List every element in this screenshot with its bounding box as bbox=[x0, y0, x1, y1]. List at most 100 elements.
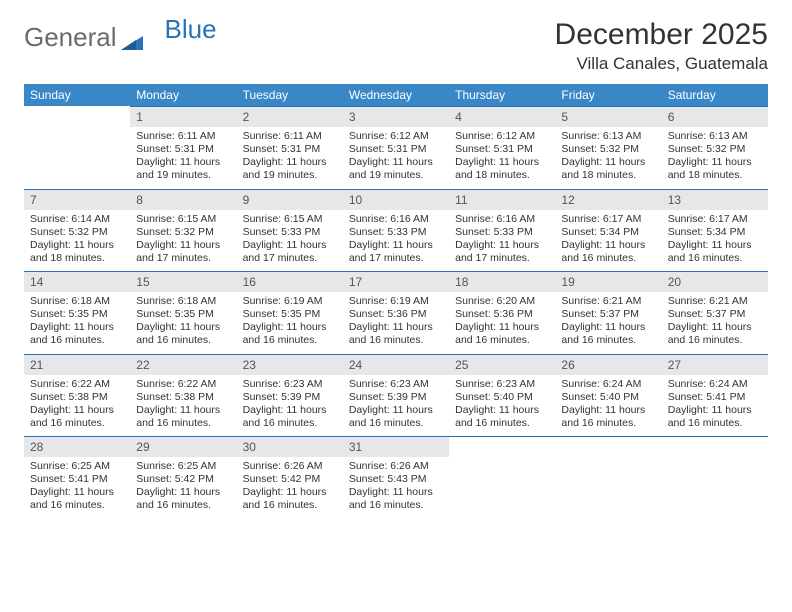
calendar-day-cell: 8Sunrise: 6:15 AMSunset: 5:32 PMDaylight… bbox=[130, 189, 236, 272]
calendar-day-cell: 18Sunrise: 6:20 AMSunset: 5:36 PMDayligh… bbox=[449, 271, 555, 354]
calendar-day-cell: 27 Sunrise: 6:24 AMSunset: 5:41 PMDayligh… bbox=[662, 354, 768, 437]
sunset-line: Sunset: 5:32 PM bbox=[561, 143, 655, 156]
sunset-line: Sunset: 5:32 PM bbox=[668, 143, 762, 156]
daylight-line: Daylight: 11 hours and 16 minutes. bbox=[668, 404, 762, 430]
daylight-line: Daylight: 11 hours and 16 minutes. bbox=[668, 239, 762, 265]
calendar-day-cell: 16Sunrise: 6:19 AMSunset: 5:35 PMDayligh… bbox=[237, 271, 343, 354]
sunrise-line: Sunrise: 6:21 AM bbox=[668, 295, 762, 308]
day-details: Sunrise: 6:14 AMSunset: 5:32 PMDaylight:… bbox=[24, 210, 130, 272]
day-number: 8 bbox=[130, 190, 236, 210]
calendar-day-cell: 17Sunrise: 6:19 AMSunset: 5:36 PMDayligh… bbox=[343, 271, 449, 354]
day-number: 27 bbox=[662, 355, 768, 375]
sunset-line: Sunset: 5:31 PM bbox=[349, 143, 443, 156]
sunset-line: Sunset: 5:33 PM bbox=[455, 226, 549, 239]
sunset-line: Sunset: 5:37 PM bbox=[561, 308, 655, 321]
daylight-line: Daylight: 11 hours and 16 minutes. bbox=[136, 486, 230, 512]
sunrise-line: Sunrise: 6:23 AM bbox=[349, 378, 443, 391]
calendar-week-row: 28Sunrise: 6:25 AMSunset: 5:41 PMDayligh… bbox=[24, 436, 768, 519]
day-number: 13 bbox=[662, 190, 768, 210]
day-details: Sunrise: 6:15 AMSunset: 5:32 PMDaylight:… bbox=[130, 210, 236, 272]
calendar-day-cell: 7Sunrise: 6:14 AMSunset: 5:32 PMDaylight… bbox=[24, 189, 130, 272]
calendar-day-cell: 22Sunrise: 6:22 AMSunset: 5:38 PMDayligh… bbox=[130, 354, 236, 437]
sunset-line: Sunset: 5:33 PM bbox=[349, 226, 443, 239]
day-number: 10 bbox=[343, 190, 449, 210]
day-number: 24 bbox=[343, 355, 449, 375]
daylight-line: Daylight: 11 hours and 16 minutes. bbox=[243, 404, 337, 430]
daylight-line: Daylight: 11 hours and 19 minutes. bbox=[136, 156, 230, 182]
calendar-week-row: 21Sunrise: 6:22 AMSunset: 5:38 PMDayligh… bbox=[24, 354, 768, 437]
day-number: 11 bbox=[449, 190, 555, 210]
day-header: Monday bbox=[130, 84, 236, 106]
day-details bbox=[24, 126, 130, 180]
sunrise-line: Sunrise: 6:22 AM bbox=[136, 378, 230, 391]
logo: General Blue bbox=[24, 22, 199, 53]
calendar-header-row: SundayMondayTuesdayWednesdayThursdayFrid… bbox=[24, 84, 768, 106]
sunset-line: Sunset: 5:34 PM bbox=[668, 226, 762, 239]
calendar-day-cell: 26Sunrise: 6:24 AMSunset: 5:40 PMDayligh… bbox=[555, 354, 661, 437]
day-number: 25 bbox=[449, 355, 555, 375]
sunset-line: Sunset: 5:40 PM bbox=[455, 391, 549, 404]
calendar-week-row: 14Sunrise: 6:18 AMSunset: 5:35 PMDayligh… bbox=[24, 271, 768, 354]
day-details: Sunrise: 6:13 AMSunset: 5:32 PMDaylight:… bbox=[662, 127, 768, 189]
day-number bbox=[555, 437, 661, 457]
day-details: Sunrise: 6:16 AMSunset: 5:33 PMDaylight:… bbox=[449, 210, 555, 272]
day-details: Sunrise: 6:26 AMSunset: 5:43 PMDaylight:… bbox=[343, 457, 449, 519]
daylight-line: Daylight: 11 hours and 17 minutes. bbox=[455, 239, 549, 265]
daylight-line: Daylight: 11 hours and 16 minutes. bbox=[561, 239, 655, 265]
day-details: Sunrise: 6:25 AMSunset: 5:41 PMDaylight:… bbox=[24, 457, 130, 519]
day-header: Friday bbox=[555, 84, 661, 106]
daylight-line: Daylight: 11 hours and 19 minutes. bbox=[349, 156, 443, 182]
calendar-day-cell bbox=[555, 436, 661, 519]
sunset-line: Sunset: 5:41 PM bbox=[668, 391, 762, 404]
sunset-line: Sunset: 5:31 PM bbox=[243, 143, 337, 156]
day-number: 9 bbox=[237, 190, 343, 210]
day-number: 4 bbox=[449, 107, 555, 127]
sunrise-line: Sunrise: 6:24 AM bbox=[668, 378, 762, 391]
day-number: 3 bbox=[343, 107, 449, 127]
sunrise-line: Sunrise: 6:17 AM bbox=[668, 213, 762, 226]
sunrise-line: Sunrise: 6:16 AM bbox=[349, 213, 443, 226]
calendar-day-cell: 30Sunrise: 6:26 AMSunset: 5:42 PMDayligh… bbox=[237, 436, 343, 519]
sunrise-line: Sunrise: 6:18 AM bbox=[136, 295, 230, 308]
day-number: 23 bbox=[237, 355, 343, 375]
daylight-line: Daylight: 11 hours and 16 minutes. bbox=[136, 404, 230, 430]
day-details: Sunrise: 6:12 AMSunset: 5:31 PMDaylight:… bbox=[343, 127, 449, 189]
calendar-day-cell bbox=[24, 106, 130, 189]
daylight-line: Daylight: 11 hours and 16 minutes. bbox=[561, 321, 655, 347]
calendar-day-cell: 6Sunrise: 6:13 AMSunset: 5:32 PMDaylight… bbox=[662, 106, 768, 189]
sunset-line: Sunset: 5:31 PM bbox=[136, 143, 230, 156]
calendar-day-cell: 9Sunrise: 6:15 AMSunset: 5:33 PMDaylight… bbox=[237, 189, 343, 272]
sunrise-line: Sunrise: 6:19 AM bbox=[243, 295, 337, 308]
calendar-week-row: 1Sunrise: 6:11 AMSunset: 5:31 PMDaylight… bbox=[24, 106, 768, 189]
sunrise-line: Sunrise: 6:23 AM bbox=[455, 378, 549, 391]
sunrise-line: Sunrise: 6:15 AM bbox=[136, 213, 230, 226]
calendar-day-cell: 24Sunrise: 6:23 AMSunset: 5:39 PMDayligh… bbox=[343, 354, 449, 437]
day-details: Sunrise: 6:17 AMSunset: 5:34 PMDaylight:… bbox=[662, 210, 768, 272]
sunset-line: Sunset: 5:42 PM bbox=[243, 473, 337, 486]
day-details: Sunrise: 6:23 AMSunset: 5:39 PMDaylight:… bbox=[237, 375, 343, 437]
day-header: Tuesday bbox=[237, 84, 343, 106]
day-details: Sunrise: 6:16 AMSunset: 5:33 PMDaylight:… bbox=[343, 210, 449, 272]
day-number bbox=[24, 106, 130, 126]
daylight-line: Daylight: 11 hours and 16 minutes. bbox=[136, 321, 230, 347]
daylight-line: Daylight: 11 hours and 18 minutes. bbox=[455, 156, 549, 182]
calendar-day-cell: 12Sunrise: 6:17 AMSunset: 5:34 PMDayligh… bbox=[555, 189, 661, 272]
day-number: 12 bbox=[555, 190, 661, 210]
day-details: Sunrise: 6:21 AMSunset: 5:37 PMDaylight:… bbox=[555, 292, 661, 354]
day-details: Sunrise: 6:23 AMSunset: 5:39 PMDaylight:… bbox=[343, 375, 449, 437]
sunrise-line: Sunrise: 6:24 AM bbox=[561, 378, 655, 391]
day-details bbox=[555, 457, 661, 511]
daylight-line: Daylight: 11 hours and 16 minutes. bbox=[30, 486, 124, 512]
sunrise-line: Sunrise: 6:11 AM bbox=[136, 130, 230, 143]
day-details: Sunrise: 6:22 AMSunset: 5:38 PMDaylight:… bbox=[24, 375, 130, 437]
calendar-day-cell: 28Sunrise: 6:25 AMSunset: 5:41 PMDayligh… bbox=[24, 436, 130, 519]
day-number: 7 bbox=[24, 190, 130, 210]
logo-text-2: Blue bbox=[165, 14, 217, 45]
calendar-day-cell bbox=[449, 436, 555, 519]
day-number bbox=[449, 437, 555, 457]
sunset-line: Sunset: 5:32 PM bbox=[30, 226, 124, 239]
sunrise-line: Sunrise: 6:16 AM bbox=[455, 213, 549, 226]
sunrise-line: Sunrise: 6:17 AM bbox=[561, 213, 655, 226]
sunrise-line: Sunrise: 6:26 AM bbox=[243, 460, 337, 473]
calendar-day-cell: 14Sunrise: 6:18 AMSunset: 5:35 PMDayligh… bbox=[24, 271, 130, 354]
